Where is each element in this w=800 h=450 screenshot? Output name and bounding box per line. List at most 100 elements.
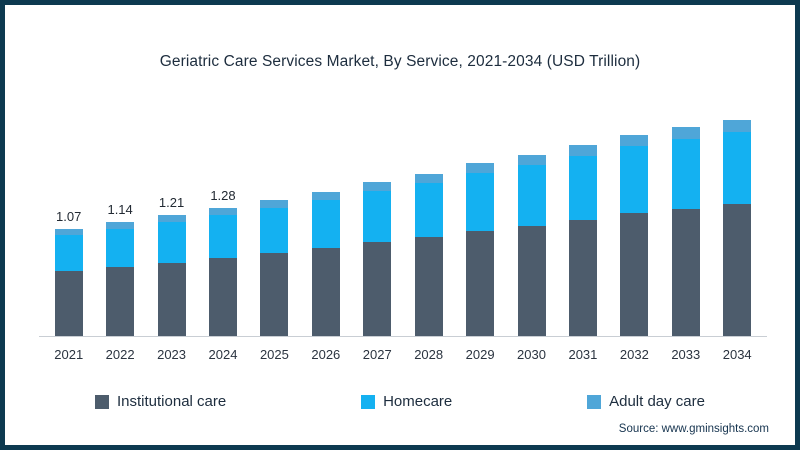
- x-axis-tick-label: 2034: [722, 347, 752, 362]
- bar-segment-homecare: [157, 222, 186, 263]
- bar-segment-adult-day-care: [517, 155, 546, 165]
- legend-label-homecare: Homecare: [383, 393, 453, 410]
- bar-column: 1.21: [146, 195, 197, 336]
- bar-column: [454, 158, 505, 336]
- stacked-bar: [54, 229, 83, 336]
- bar-segment-institutional-care: [54, 271, 83, 336]
- x-axis-labels: 2021 2022 2023 2024 2025 2026 2027 2028 2029 2030…: [39, 337, 767, 362]
- stacked-bar: [723, 120, 752, 336]
- bar-segment-homecare: [363, 191, 392, 242]
- bar-segment-institutional-care: [671, 209, 700, 336]
- legend: Institutional care Homecare Adult day ca…: [95, 393, 705, 410]
- bar-segment-institutional-care: [568, 220, 597, 336]
- bar-segment-homecare: [260, 208, 289, 253]
- bar-segment-institutional-care: [723, 204, 752, 336]
- bar-segment-adult-day-care: [157, 215, 186, 222]
- stacked-bar: [157, 215, 186, 336]
- stacked-bar: [517, 155, 546, 336]
- bar-segment-adult-day-care: [723, 120, 752, 132]
- x-axis-tick-label: 2029: [465, 347, 495, 362]
- legend-item-adult-day-care: Adult day care: [587, 393, 705, 410]
- legend-item-institutional-care: Institutional care: [95, 393, 226, 410]
- x-axis-tick-label: 2026: [311, 347, 341, 362]
- bar-segment-adult-day-care: [208, 208, 237, 215]
- stacked-bar: [466, 163, 495, 336]
- bar-segment-homecare: [466, 173, 495, 231]
- bar-column: [660, 122, 711, 336]
- legend-swatch-institutional-care: [95, 394, 109, 409]
- stacked-bar: [363, 182, 392, 336]
- bar-segment-institutional-care: [208, 258, 237, 336]
- bar-segment-institutional-care: [157, 263, 186, 336]
- bar-segment-adult-day-care: [466, 163, 495, 173]
- bar-column: 1.07: [43, 209, 94, 336]
- bar-segment-homecare: [106, 229, 135, 267]
- bar-column: 1.28: [197, 188, 248, 336]
- x-axis-tick-label: 2023: [157, 347, 187, 362]
- bar-segment-adult-day-care: [106, 222, 135, 229]
- bar-column: [249, 195, 300, 336]
- x-axis-tick-label: 2032: [619, 347, 649, 362]
- bar-segment-institutional-care: [311, 248, 340, 336]
- bar-segment-homecare: [568, 156, 597, 220]
- bar-segment-institutional-care: [466, 231, 495, 336]
- bar-segment-homecare: [517, 165, 546, 226]
- x-axis-tick-label: 2025: [259, 347, 289, 362]
- stacked-bar: [568, 145, 597, 336]
- bar-segment-homecare: [311, 200, 340, 248]
- bar-column: [506, 150, 557, 336]
- bar-segment-institutional-care: [106, 267, 135, 336]
- bar-segment-adult-day-care: [260, 200, 289, 208]
- stacked-bar: [106, 222, 135, 336]
- bar-segment-institutional-care: [260, 253, 289, 336]
- stacked-bar: [620, 135, 649, 336]
- x-axis-tick-label: 2027: [362, 347, 392, 362]
- bar-segment-homecare: [54, 235, 83, 271]
- x-axis-tick-label: 2022: [105, 347, 135, 362]
- bar-segment-homecare: [620, 146, 649, 213]
- bar-segment-homecare: [208, 215, 237, 258]
- x-axis-tick-label: 2028: [414, 347, 444, 362]
- bar-column: [300, 187, 351, 336]
- bar-column: [352, 177, 403, 336]
- legend-item-homecare: Homecare: [361, 393, 452, 410]
- source-attribution: Source: www.gminsights.com: [618, 423, 769, 435]
- bar-segment-adult-day-care: [414, 174, 443, 183]
- bar-segment-institutional-care: [517, 226, 546, 336]
- bar-value-label: 1.28: [210, 188, 236, 203]
- bar-column: [609, 130, 660, 336]
- bar-segment-homecare: [414, 183, 443, 237]
- bar-column: [711, 115, 762, 336]
- legend-swatch-homecare: [361, 394, 376, 409]
- bar-column: [557, 140, 608, 336]
- bar-value-label: 1.14: [107, 202, 133, 217]
- x-axis-tick-label: 2021: [54, 347, 84, 362]
- bar-segment-adult-day-care: [363, 182, 392, 191]
- bar-segment-adult-day-care: [568, 145, 597, 156]
- stacked-bar: [208, 208, 237, 336]
- bar-segment-homecare: [723, 132, 752, 204]
- legend-label-institutional-care: Institutional care: [117, 393, 227, 410]
- stacked-bar: [671, 127, 700, 336]
- bar-column: [403, 169, 454, 336]
- bar-segment-homecare: [671, 139, 700, 209]
- legend-label-adult-day-care: Adult day care: [609, 393, 705, 410]
- stacked-bar: [414, 174, 443, 336]
- bar-segment-institutional-care: [363, 242, 392, 336]
- stacked-bar: [311, 192, 340, 336]
- bar-value-label: 1.21: [158, 195, 185, 210]
- x-axis-tick-label: 2033: [671, 347, 701, 362]
- bar-segment-adult-day-care: [311, 192, 340, 200]
- chart-title: Geriatric Care Services Market, By Servi…: [159, 53, 641, 70]
- bar-segment-adult-day-care: [671, 127, 700, 139]
- bar-column: 1.14: [94, 202, 145, 336]
- chart-area: 1.07 1.14 1.21 1.28 2021 2022 2023 2024 2025 202…: [39, 95, 767, 362]
- stacked-bar: [260, 200, 289, 336]
- legend-swatch-adult-day-care: [587, 394, 602, 409]
- bar-segment-institutional-care: [414, 237, 443, 336]
- x-axis-tick-label: 2030: [517, 347, 546, 362]
- bar-segment-adult-day-care: [620, 135, 649, 146]
- x-axis-tick-label: 2024: [208, 347, 238, 362]
- x-axis-tick-label: 2031: [568, 347, 598, 362]
